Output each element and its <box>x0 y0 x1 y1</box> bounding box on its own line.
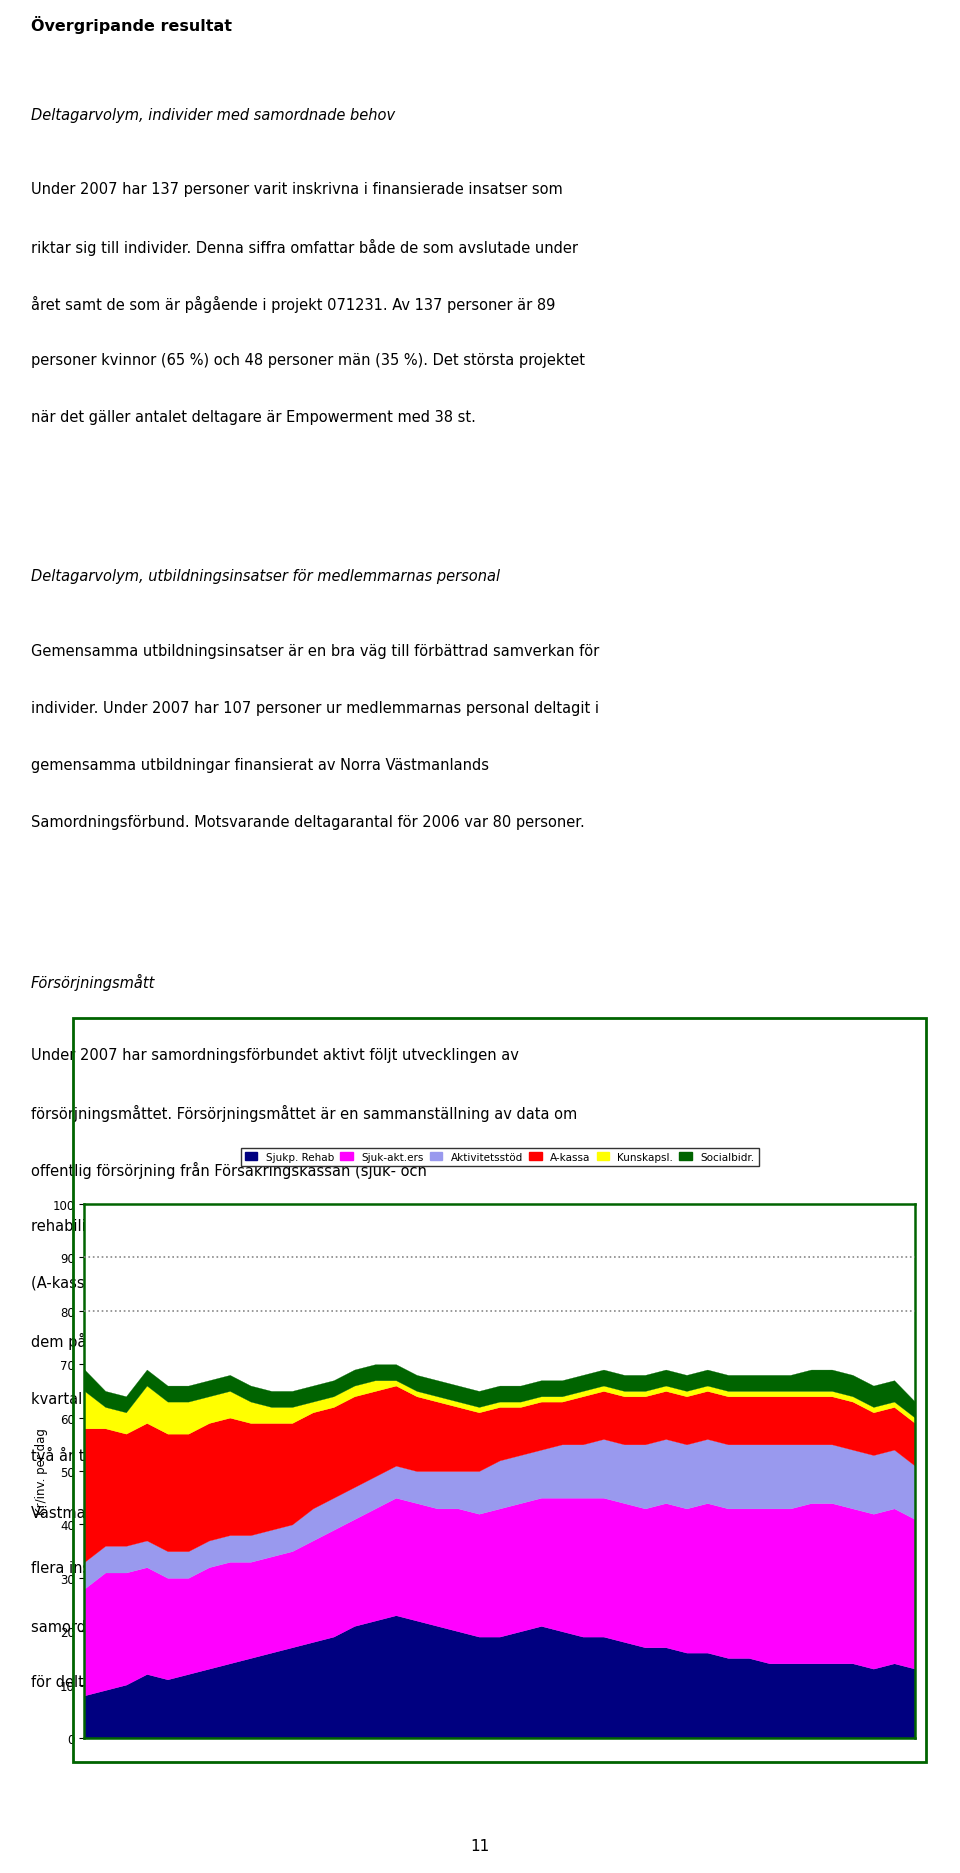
Text: dem på utbetalt belopp per invånare 16-64 år och dag. Uppgifter t.o.m. 2007: dem på utbetalt belopp per invånare 16-6… <box>31 1332 598 1350</box>
Text: året samt de som är pågående i projekt 071231. Av 137 personer är 89: året samt de som är pågående i projekt 0… <box>31 296 555 313</box>
Text: två år tillbaka (se nedanstående tabell). Minskningen sker snabbare i Norra: två år tillbaka (se nedanstående tabell)… <box>31 1446 586 1463</box>
Text: Försörjningsmått: Försörjningsmått <box>31 974 156 991</box>
Text: samordningsförbundets insatser har haft en bidragande positiv effekt både: samordningsförbundets insatser har haft … <box>31 1618 585 1635</box>
Legend: Sjukp. Rehab, Sjuk-akt.ers, Aktivitetsstöd, A-kassa, Kunskapsl., Socialbidr.: Sjukp. Rehab, Sjuk-akt.ers, Aktivitetsst… <box>241 1148 758 1167</box>
Text: Under 2007 har samordningsförbundet aktivt följt utvecklingen av: Under 2007 har samordningsförbundet akti… <box>31 1047 518 1062</box>
Text: rehabiliteringspenning, sjuk- och aktivitetsersättning), Arbetsförmedlingen: rehabiliteringspenning, sjuk- och aktivi… <box>31 1219 581 1234</box>
Text: Västmanland än länssnittet sedan 2006 (då samordningsförbundet startade: Västmanland än länssnittet sedan 2006 (d… <box>31 1504 589 1521</box>
Text: när det gäller antalet deltagare är Empowerment med 38 st.: när det gäller antalet deltagare är Empo… <box>31 410 475 425</box>
Text: för deltagare och för samhällsekonomin.: för deltagare och för samhällsekonomin. <box>31 1674 328 1689</box>
Text: Övergripande resultat: Övergripande resultat <box>31 17 231 34</box>
Text: Deltagarvolym, utbildningsinsatser för medlemmarnas personal: Deltagarvolym, utbildningsinsatser för m… <box>31 569 500 584</box>
Text: gemensamma utbildningar finansierat av Norra Västmanlands: gemensamma utbildningar finansierat av N… <box>31 757 489 772</box>
Text: riktar sig till individer. Denna siffra omfattar både de som avslutade under: riktar sig till individer. Denna siffra … <box>31 238 578 255</box>
Text: Gemensamma utbildningsinsatser är en bra väg till förbättrad samverkan för: Gemensamma utbildningsinsatser är en bra… <box>31 642 599 657</box>
Text: 11: 11 <box>470 1837 490 1854</box>
Text: Under 2007 har 137 personer varit inskrivna i finansierade insatser som: Under 2007 har 137 personer varit inskri… <box>31 182 563 197</box>
Text: Samordningsförbund. Motsvarande deltagarantal för 2006 var 80 personer.: Samordningsförbund. Motsvarande deltagar… <box>31 815 585 830</box>
Text: (A-kassa och aktivitetsstöd) samt kommuner (försörjningsstöd) och bryter ned: (A-kassa och aktivitetsstöd) samt kommun… <box>31 1276 607 1290</box>
Y-axis label: Kr/inv. per dag: Kr/inv. per dag <box>36 1427 48 1515</box>
Text: personer kvinnor (65 %) och 48 personer män (35 %). Det största projektet: personer kvinnor (65 %) och 48 personer … <box>31 352 585 367</box>
Text: kvartal 3 visar att försörjningsmåttet sjunker kraftigt i vår region sedan: kvartal 3 visar att försörjningsmåttet s… <box>31 1390 556 1407</box>
Text: flera insatser riktade mot individer). En del av förklaringen är att: flera insatser riktade mot individer). E… <box>31 1560 508 1575</box>
Text: individer. Under 2007 har 107 personer ur medlemmarnas personal deltagit i: individer. Under 2007 har 107 personer u… <box>31 701 599 715</box>
Text: offentlig försörjning från Försäkringskassan (sjuk- och: offentlig försörjning från Försäkringska… <box>31 1161 426 1178</box>
Text: Deltagarvolym, individer med samordnade behov: Deltagarvolym, individer med samordnade … <box>31 107 395 122</box>
Text: försörjningsmåttet. Försörjningsmåttet är en sammanställning av data om: försörjningsmåttet. Försörjningsmåttet ä… <box>31 1105 577 1122</box>
